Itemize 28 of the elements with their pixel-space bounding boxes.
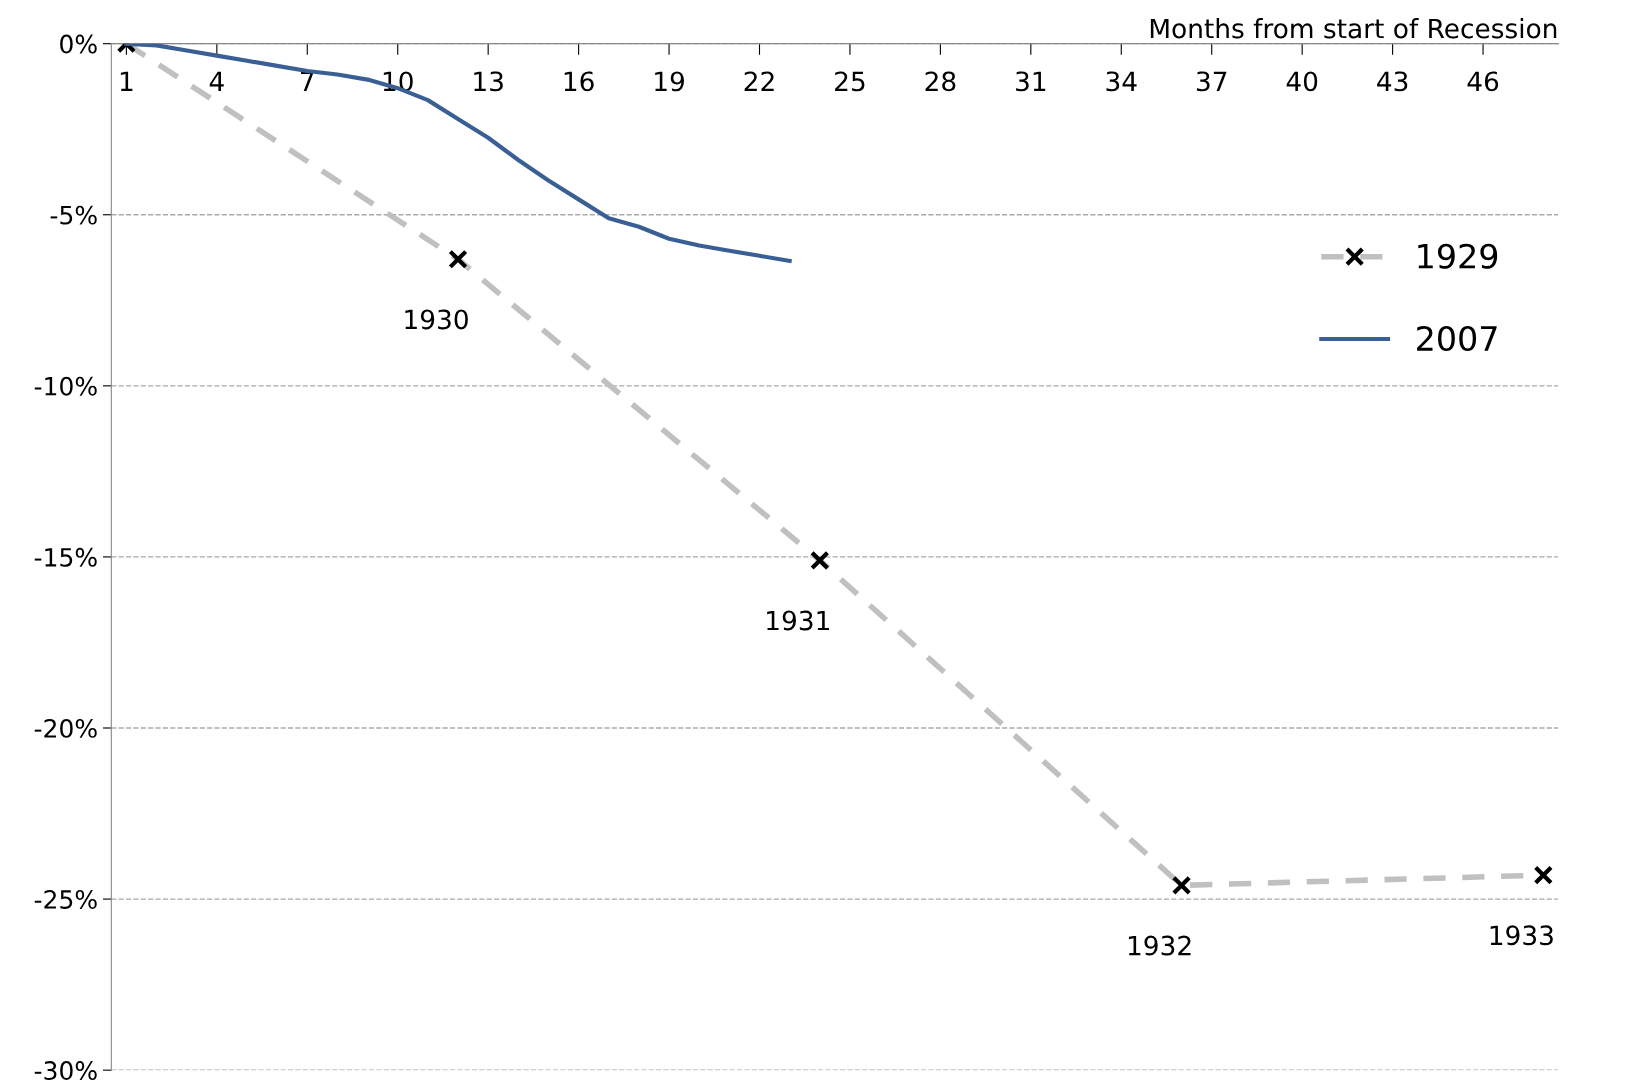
x-tick-label: 40: [1286, 71, 1318, 92]
y-tick-label: -5%: [50, 205, 97, 225]
annotation: 1932: [1128, 935, 1191, 956]
x-tick-label: 13: [474, 71, 503, 92]
x-tick-label: 1: [120, 71, 133, 91]
x-tick-label: 22: [744, 71, 774, 91]
y-tick-label: -30%: [34, 1061, 97, 1081]
x-tick-label: 31: [1016, 71, 1046, 92]
x-axis-title: Months from start of Recession: [1150, 18, 1557, 39]
x-tick-label: 19: [655, 71, 684, 92]
legend-label: 1929: [1418, 243, 1498, 269]
x-tick-label: 34: [1106, 71, 1137, 92]
annotation: 1933: [1490, 925, 1553, 946]
y-tick-label: -25%: [34, 890, 97, 909]
x-tick-label: 4: [209, 71, 224, 91]
x-tick-label: 46: [1467, 71, 1499, 92]
x-tick-label: 28: [925, 71, 956, 92]
y-tick-label: -10%: [34, 376, 97, 396]
annotation: 1930: [405, 309, 468, 330]
x-tick-label: 25: [835, 71, 865, 92]
x-tick-label: 43: [1377, 71, 1408, 92]
annotation: 1931: [767, 610, 829, 631]
y-tick-label: -15%: [34, 547, 97, 567]
x-tick-label: 37: [1196, 71, 1227, 92]
legend-label: 2007: [1417, 325, 1497, 352]
x-tick-label: 16: [564, 71, 594, 92]
y-tick-label: 0%: [60, 34, 97, 54]
y-tick-label: -20%: [34, 718, 97, 738]
